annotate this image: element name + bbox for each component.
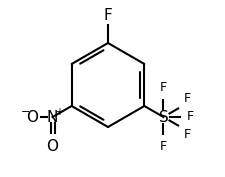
Text: +: + xyxy=(54,107,62,117)
Text: F: F xyxy=(159,140,166,153)
Text: F: F xyxy=(186,110,193,124)
Text: F: F xyxy=(159,81,166,94)
Text: N: N xyxy=(47,110,58,124)
Text: −: − xyxy=(21,107,30,117)
Text: F: F xyxy=(182,129,190,141)
Text: F: F xyxy=(103,8,112,23)
Text: O: O xyxy=(27,110,38,124)
Text: F: F xyxy=(182,93,190,105)
Text: S: S xyxy=(158,110,168,124)
Text: O: O xyxy=(46,139,58,154)
